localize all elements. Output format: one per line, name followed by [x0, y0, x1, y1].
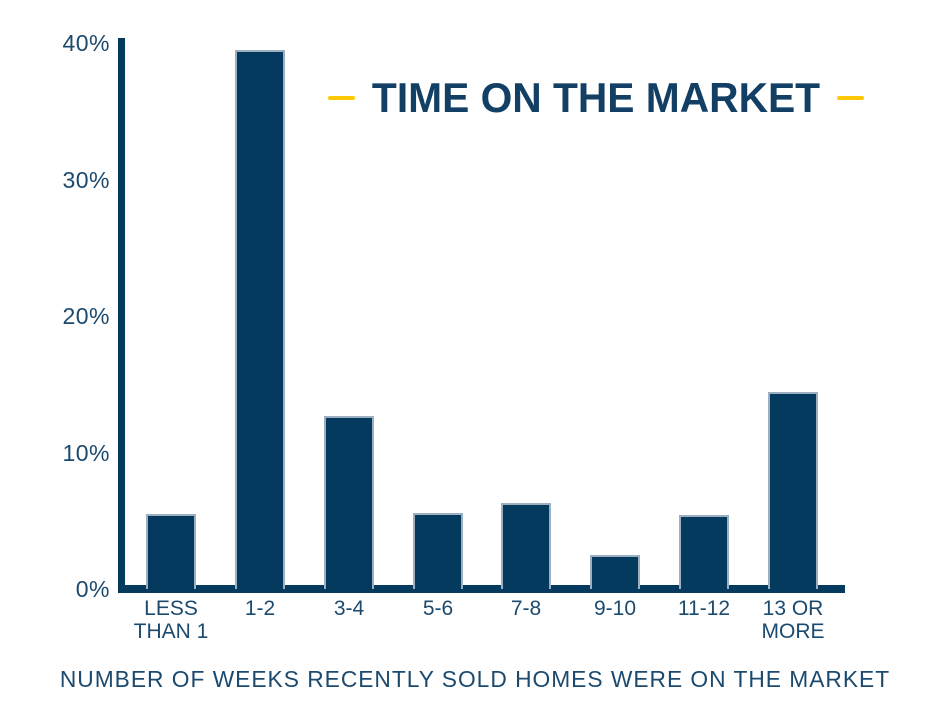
bar-5-6	[413, 513, 463, 589]
title-dash-right	[836, 96, 864, 100]
x-tick-label-2: 1-2	[244, 597, 276, 620]
bar-11-12	[679, 515, 729, 589]
bar-1-2	[235, 50, 285, 589]
x-tick-label-8: 13 OR MORE	[761, 597, 825, 643]
x-tick-label-1: LESS THAN 1	[133, 597, 209, 643]
y-tick-label-10: 10%	[62, 439, 110, 466]
title-row: TIME ON THE MARKET	[300, 74, 892, 122]
y-axis-line	[118, 38, 125, 593]
page-title: TIME ON THE MARKET	[371, 74, 821, 121]
y-tick-label-40: 40%	[62, 30, 110, 56]
y-tick-label-30: 30%	[62, 166, 110, 193]
bar-7-8	[501, 503, 551, 589]
title-dash-left	[328, 96, 355, 100]
bar-less-than-1	[146, 514, 196, 589]
x-tick-label-5: 7-8	[510, 597, 542, 620]
y-tick-label-20: 20%	[62, 303, 110, 329]
bar-3-4	[324, 416, 374, 589]
y-tick-label-0: 0%	[75, 576, 110, 602]
bar-9-10	[590, 555, 640, 589]
x-tick-label-4: 5-6	[422, 597, 454, 620]
x-tick-label-3: 3-4	[333, 597, 365, 620]
x-tick-label-6: 9-10	[593, 597, 637, 620]
x-tick-label-7: 11-12	[677, 597, 731, 620]
x-axis-line	[118, 585, 845, 593]
bar-13-or-more	[768, 392, 818, 589]
chart-caption: NUMBER OF WEEKS RECENTLY SOLD HOMES WERE…	[59, 666, 891, 692]
